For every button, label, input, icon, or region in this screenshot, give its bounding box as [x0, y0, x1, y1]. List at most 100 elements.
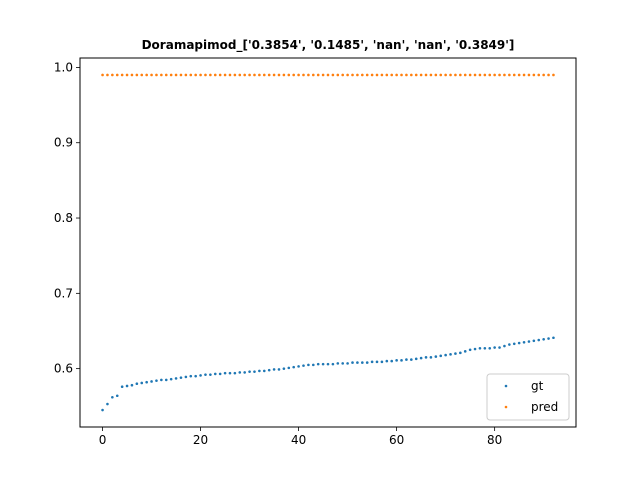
point-gt-43	[312, 363, 315, 367]
point-pred-12	[160, 73, 163, 77]
point-gt-42	[307, 363, 310, 367]
point-pred-61	[400, 73, 403, 77]
point-pred-74	[463, 73, 467, 77]
plot-frame	[79, 57, 577, 428]
point-pred-36	[277, 73, 281, 77]
point-gt-36	[277, 368, 281, 371]
point-pred-78	[483, 73, 487, 77]
x-tick-label: 80	[487, 433, 502, 447]
point-gt-74	[463, 350, 467, 353]
x-tick-label: 60	[389, 433, 404, 447]
point-gt-39	[292, 365, 295, 369]
point-gt-79	[488, 347, 492, 350]
point-pred-70	[444, 73, 447, 77]
point-gt-37	[282, 367, 286, 370]
point-pred-49	[341, 73, 345, 77]
point-pred-33	[262, 73, 266, 77]
point-pred-85	[517, 73, 521, 77]
point-pred-31	[253, 73, 256, 77]
point-gt-19	[194, 374, 197, 378]
point-pred-63	[410, 73, 413, 77]
point-gt-47	[331, 362, 335, 366]
point-gt-18	[189, 374, 193, 378]
point-pred-45	[321, 73, 325, 77]
x-axis: 0 20 40 60 80	[99, 427, 502, 447]
point-pred-41	[302, 73, 305, 77]
point-pred-44	[316, 73, 320, 77]
point-gt-85	[517, 341, 521, 345]
point-pred-1	[106, 73, 109, 77]
point-gt-2	[111, 395, 114, 399]
point-gt-71	[449, 353, 452, 356]
point-pred-6	[130, 73, 134, 77]
point-pred-81	[498, 73, 501, 77]
point-gt-77	[478, 347, 482, 350]
point-gt-32	[258, 369, 261, 373]
point-gt-54	[365, 361, 369, 364]
point-gt-15	[174, 377, 178, 380]
point-pred-69	[439, 73, 443, 77]
point-pred-87	[527, 73, 531, 77]
point-pred-56	[375, 73, 379, 77]
point-gt-80	[493, 346, 496, 349]
point-pred-90	[542, 73, 545, 77]
point-pred-92	[552, 73, 555, 77]
point-gt-56	[375, 360, 379, 364]
legend: gt pred	[486, 373, 570, 421]
point-pred-3	[115, 73, 119, 77]
point-gt-87	[527, 340, 531, 343]
point-gt-73	[459, 351, 462, 355]
point-gt-35	[272, 368, 276, 371]
legend-marker-pred	[504, 405, 508, 409]
point-pred-58	[385, 73, 389, 77]
legend-marker-gt	[504, 384, 508, 388]
point-pred-91	[547, 73, 550, 77]
point-gt-78	[483, 347, 487, 350]
point-gt-38	[287, 366, 291, 370]
point-gt-89	[537, 338, 541, 342]
point-pred-39	[292, 73, 295, 77]
point-pred-24	[218, 73, 222, 77]
point-gt-3	[115, 394, 119, 398]
point-gt-10	[150, 380, 153, 383]
point-pred-65	[419, 73, 423, 77]
point-pred-80	[493, 73, 496, 77]
point-gt-29	[243, 371, 246, 374]
point-pred-18	[189, 73, 193, 77]
point-pred-72	[454, 73, 457, 77]
point-gt-67	[429, 356, 433, 359]
point-pred-52	[356, 73, 359, 77]
point-gt-7	[135, 382, 139, 386]
point-gt-72	[454, 352, 457, 355]
point-pred-27	[233, 73, 237, 77]
y-tick-label: 0.6	[54, 362, 73, 376]
series-gt	[101, 336, 555, 412]
point-gt-64	[414, 357, 418, 361]
point-pred-25	[223, 73, 227, 77]
point-gt-63	[410, 358, 413, 361]
point-gt-26	[228, 371, 232, 375]
point-pred-11	[155, 73, 158, 77]
point-gt-60	[395, 359, 398, 362]
point-gt-75	[468, 348, 472, 352]
point-pred-23	[213, 73, 217, 77]
point-gt-91	[547, 337, 550, 340]
point-pred-8	[140, 73, 144, 77]
point-pred-62	[405, 73, 408, 77]
point-pred-47	[331, 73, 335, 77]
point-gt-14	[169, 377, 173, 381]
point-pred-77	[478, 73, 482, 77]
y-tick-label: 0.7	[54, 286, 73, 300]
point-gt-58	[385, 359, 389, 363]
point-pred-68	[434, 73, 438, 77]
point-gt-30	[248, 370, 251, 373]
point-gt-52	[356, 361, 359, 364]
point-pred-71	[449, 73, 452, 77]
point-pred-57	[380, 73, 384, 77]
point-pred-88	[532, 73, 536, 77]
point-pred-82	[503, 73, 506, 77]
point-pred-4	[120, 73, 124, 77]
point-gt-49	[341, 362, 345, 365]
y-tick-label: 0.8	[54, 211, 73, 225]
point-gt-51	[351, 361, 354, 364]
